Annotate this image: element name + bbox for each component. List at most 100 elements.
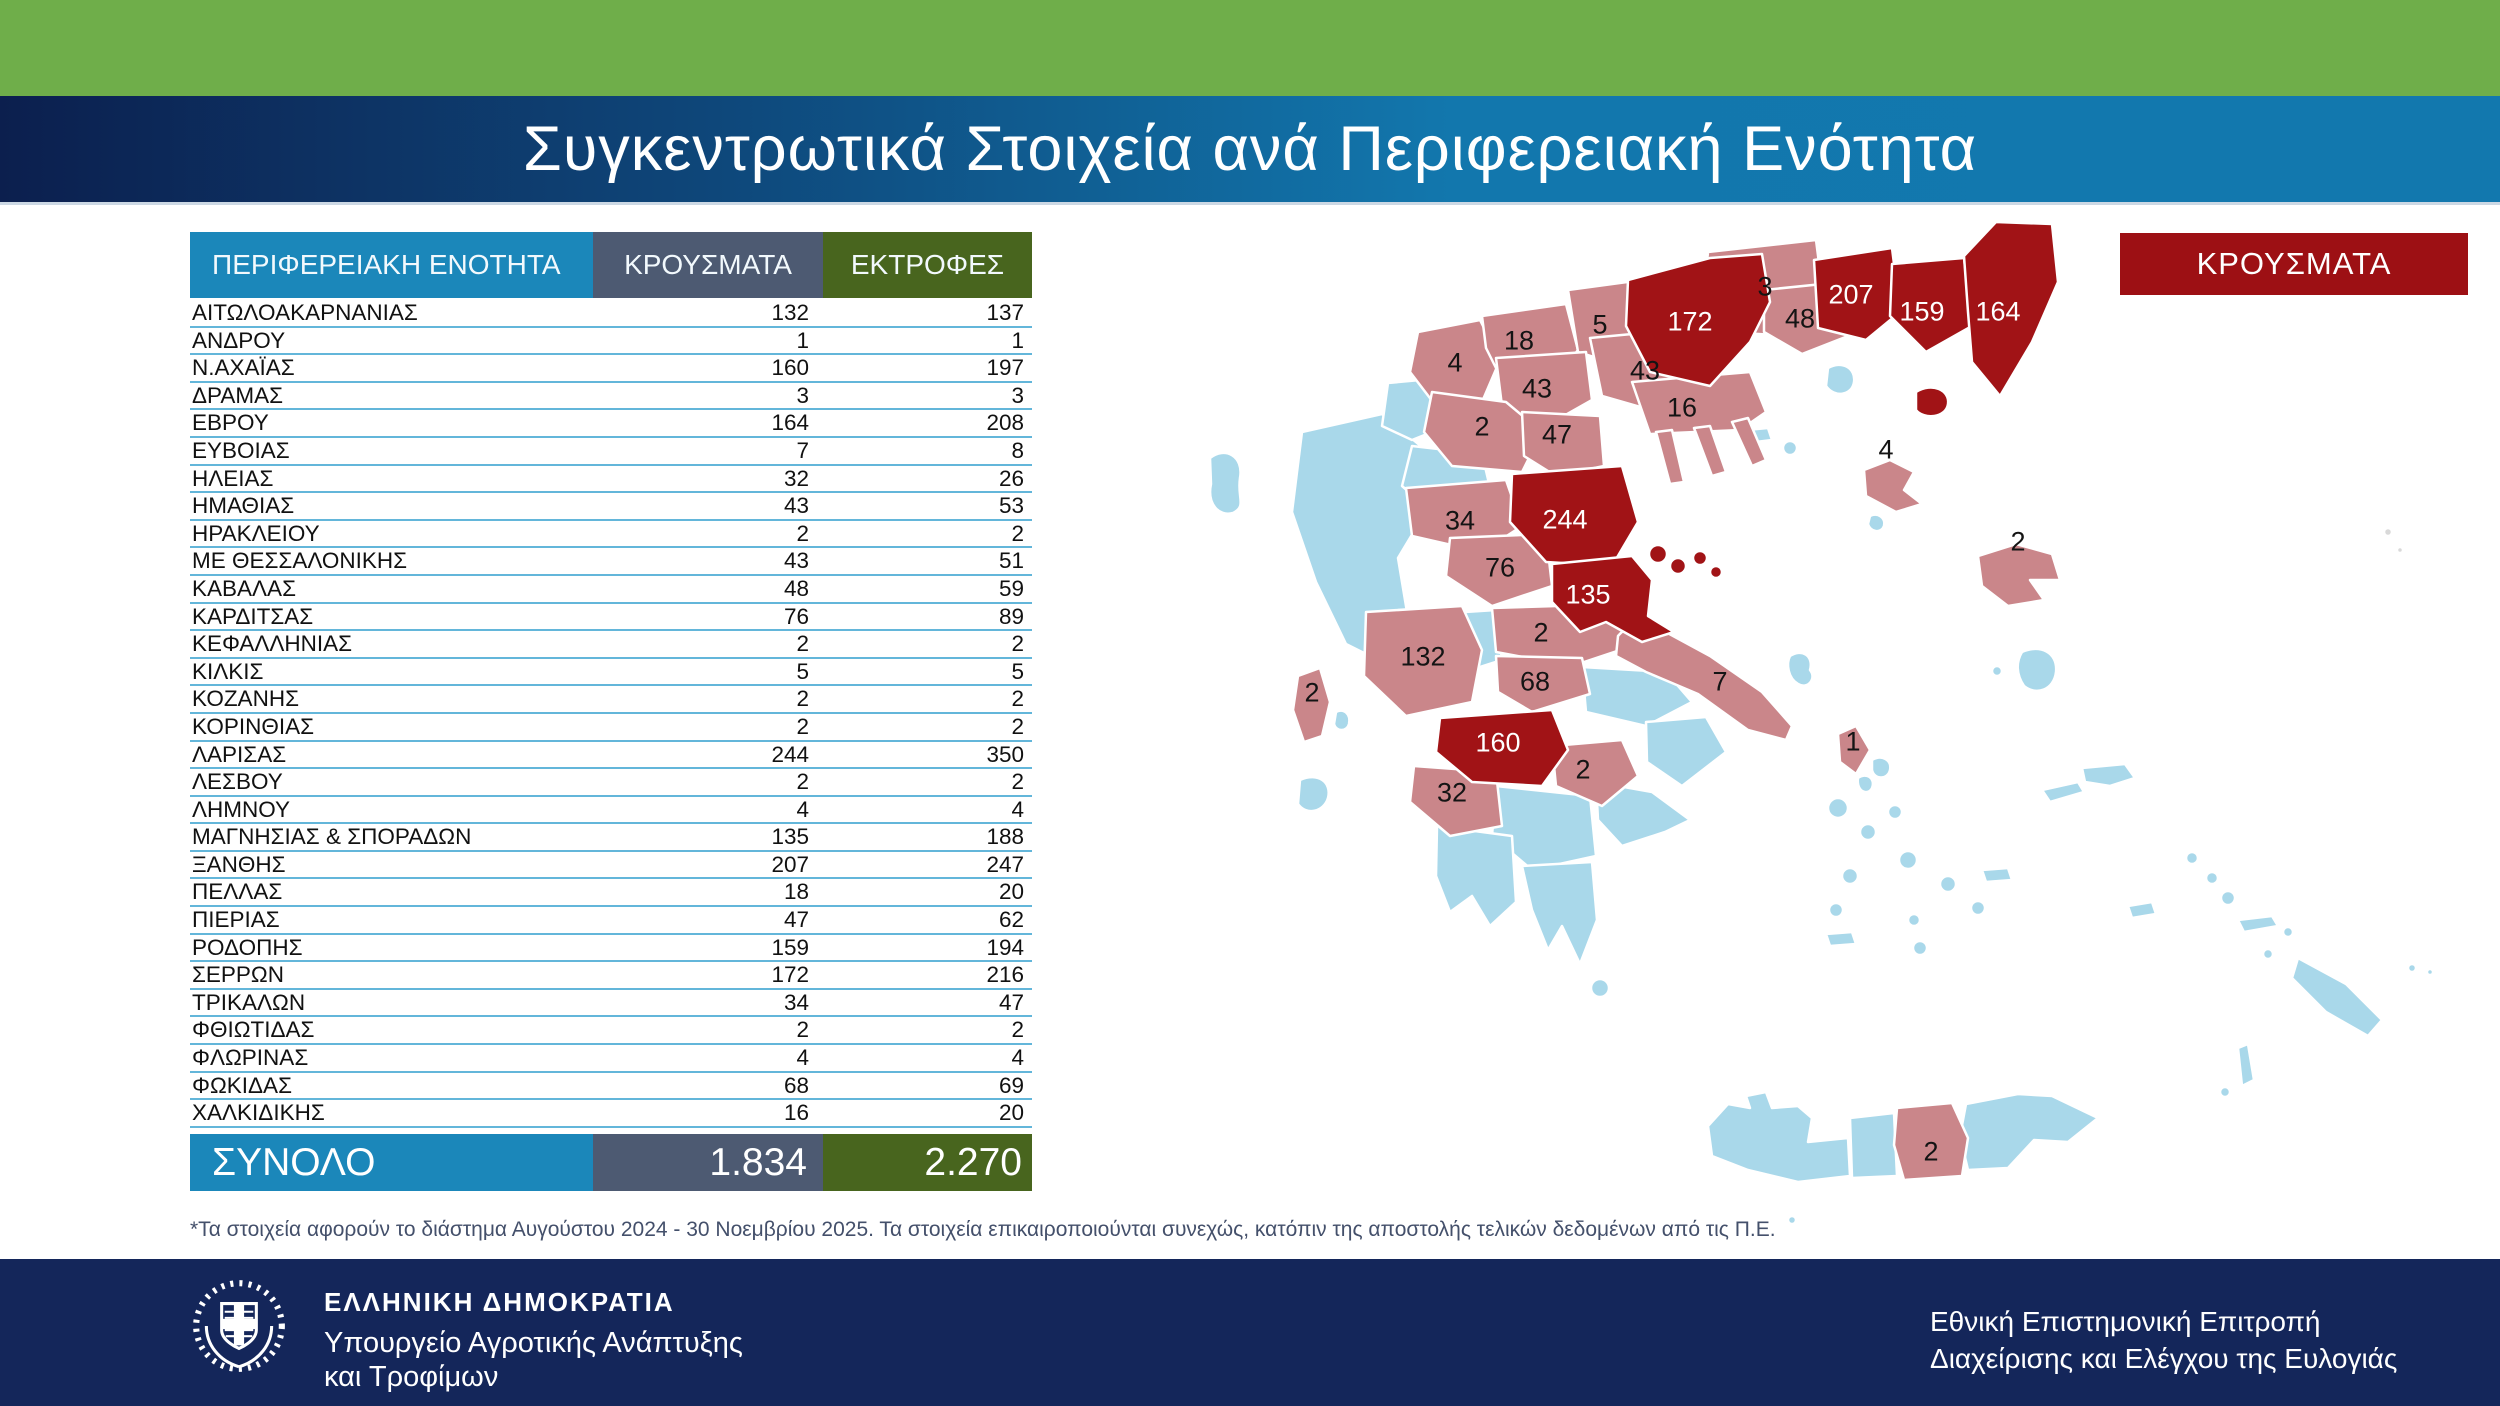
region-attiki	[1644, 715, 1728, 788]
region-name-cell: ΛΗΜΝΟΥ	[192, 796, 291, 822]
region-astypalea	[2126, 900, 2158, 920]
region-chalkidiki-sithonia	[1692, 424, 1728, 478]
page-title: Συγκεντρωτικά Στοιχεία ανά Περιφερειακή …	[522, 114, 1978, 184]
footnote: *Τα στοιχεία αφορούν το διάστημα Αυγούστ…	[190, 1218, 1776, 1241]
region-serres	[1624, 252, 1772, 388]
table-row: ΠΕΛΛΑΣ 18 20	[190, 879, 1032, 908]
table-row: ΦΩΚΙΔΑΣ 68 69	[190, 1073, 1032, 1101]
region-crete-rethymno	[1848, 1111, 1899, 1180]
region-crete-irakleio	[1892, 1101, 1970, 1182]
farms-cell: 3	[1011, 382, 1024, 408]
region-argolida	[1594, 780, 1692, 848]
region-name-cell: ΑΝΔΡΟΥ	[192, 327, 286, 353]
region-samothraki	[1914, 386, 1950, 418]
table-row: ΦΘΙΩΤΙΔΑΣ 2 2	[190, 1017, 1032, 1046]
region-name-cell: ΡΟΔΟΠΗΣ	[192, 934, 303, 960]
region-name-cell: ΚΟΡΙΝΘΙΑΣ	[192, 713, 314, 739]
top-green-band	[0, 0, 2500, 96]
farms-cell: 188	[986, 824, 1024, 850]
table-header-row: ΠΕΡΙΦΕΡΕΙΑΚΗ ΕΝΟΤΗΤΑ ΚΡΟΥΣΜΑΤΑ ΕΚΤΡΟΦΕΣ	[190, 232, 1032, 298]
cases-cell: 43	[783, 493, 809, 519]
farms-cell: 47	[998, 989, 1024, 1015]
region-name-cell: ΞΑΝΘΗΣ	[192, 851, 286, 877]
map-label-ileia: 32	[1436, 777, 1468, 808]
region-milos	[1824, 930, 1858, 948]
ministry-text: ΕΛΛΗΝΙΚΗ ΔΗΜΟΚΡΑΤΙΑ Υπουργείο Αγροτικής …	[324, 1275, 743, 1394]
cases-cell: 43	[783, 548, 809, 574]
map-label-chalkidiki: 16	[1666, 392, 1698, 423]
region-symi	[2281, 925, 2295, 939]
cases-cell: 1	[796, 327, 809, 353]
region-samos	[2080, 762, 2137, 788]
cases-cell: 135	[771, 824, 809, 850]
region-crete-lasithi	[1958, 1092, 2100, 1172]
region-magnisia	[1550, 554, 1676, 644]
region-xanthi	[1812, 246, 1902, 342]
cyclades-island-8	[1827, 901, 1845, 919]
region-name-cell: ΚΑΡΔΙΤΣΑΣ	[192, 603, 314, 629]
region-name-cell: ΗΡΑΚΛΕΙΟΥ	[192, 520, 320, 546]
farms-cell: 8	[1011, 437, 1024, 463]
region-messinia	[1434, 824, 1518, 928]
farms-cell: 2	[1011, 631, 1024, 657]
cases-cell: 207	[771, 851, 809, 877]
map-label-rodopi: 159	[1899, 296, 1945, 327]
cases-cell: 159	[771, 934, 809, 960]
cases-cell: 4	[796, 796, 809, 822]
title-banner: Συγκεντρωτικά Στοιχεία ανά Περιφερειακή …	[0, 96, 2500, 205]
region-psara	[1990, 664, 2004, 678]
cases-cell: 2	[796, 686, 809, 712]
region-name-cell: ΣΕΡΡΩΝ	[192, 962, 284, 988]
region-santorini	[1911, 939, 1929, 957]
table-row: ΛΕΣΒΟΥ 2 2	[190, 769, 1032, 797]
region-name-cell: ΜΕ ΘΕΣΣΑΛΟΝΙΚΗΣ	[192, 548, 408, 574]
cases-cell: 132	[771, 300, 809, 325]
region-name-cell: ΚΕΦΑΛΛΗΝΙΑΣ	[192, 631, 353, 657]
map-label-evros: 164	[1975, 296, 2021, 327]
region-rodopi	[1888, 256, 1974, 354]
region-skyros	[1786, 651, 1814, 687]
map-label-magnisia: 135	[1565, 579, 1611, 610]
region-patmos	[2184, 850, 2200, 866]
map-label-karditsa: 76	[1484, 552, 1516, 583]
region-evros	[1962, 220, 2060, 398]
farms-cell: 2	[1011, 520, 1024, 546]
region-name-cell: ΚΙΛΚΙΣ	[192, 658, 264, 684]
farms-cell: 2	[1011, 769, 1024, 795]
cyclades-island-7	[1969, 899, 1987, 917]
region-andros	[1836, 724, 1872, 776]
table-row: ΔΡΑΜΑΣ 3 3	[190, 383, 1032, 411]
cases-cell: 3	[796, 382, 809, 408]
cyclades-island-4	[1840, 866, 1860, 886]
region-name-cell: ΕΒΡΟΥ	[192, 410, 269, 436]
cyclades-island-3	[1897, 849, 1919, 871]
farms-cell: 350	[986, 741, 1024, 767]
map-label-irakleio: 2	[1923, 1136, 1939, 1167]
map-label-andros: 1	[1845, 726, 1861, 757]
total-cases: 1.834	[593, 1134, 823, 1191]
region-kos	[2236, 914, 2280, 934]
cyclades-island-2	[1858, 822, 1878, 842]
region-name-cell: ΛΕΣΒΟΥ	[192, 769, 283, 795]
map-label-aitoloakarnania: 132	[1400, 641, 1446, 672]
region-sporades-skopelos	[1668, 556, 1688, 576]
farms-cell: 216	[986, 962, 1024, 988]
table-total-row: ΣΥΝΟΛΟ 1.834 2.270	[190, 1134, 1032, 1191]
farms-cell: 137	[986, 300, 1024, 325]
table-row: ΗΛΕΙΑΣ 32 26	[190, 466, 1032, 494]
region-rhodes	[2290, 956, 2384, 1038]
ministry-line-1: Υπουργείο Αγροτικής Ανάπτυξης	[324, 1327, 743, 1359]
table-row: ΛΗΜΝΟΥ 4 4	[190, 797, 1032, 825]
region-name-cell: ΗΜΑΘΙΑΣ	[192, 493, 295, 519]
map-label-larisa: 244	[1542, 504, 1588, 535]
region-kasos	[2218, 1085, 2232, 1099]
farms-cell: 2	[1011, 686, 1024, 712]
table-row: ΛΑΡΙΣΑΣ 244 350	[190, 742, 1032, 770]
committee-line-2: Διαχείρισης και Ελέγχου της Ευλογιάς	[1930, 1343, 2398, 1374]
table-row: ΚΕΦΑΛΛΗΝΙΑΣ 2 2	[190, 631, 1032, 659]
cases-cell: 244	[771, 741, 809, 767]
cases-cell: 2	[796, 713, 809, 739]
region-name-cell: ΑΙΤΩΛΟΑΚΑΡΝΑΝΙΑΣ	[192, 300, 418, 325]
map-label-achaia: 160	[1475, 727, 1521, 758]
region-sporades-islet	[1708, 564, 1724, 580]
